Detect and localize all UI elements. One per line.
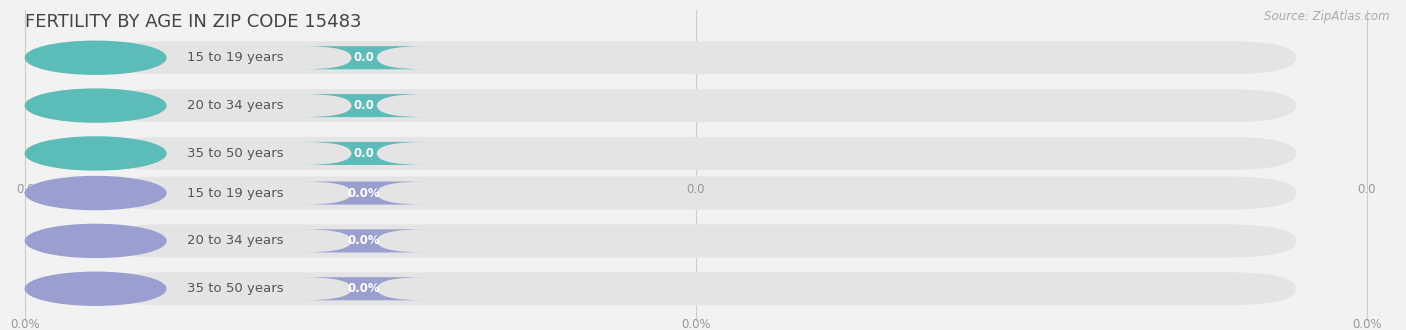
- Text: 0.0: 0.0: [354, 147, 374, 160]
- Text: 20 to 34 years: 20 to 34 years: [187, 234, 284, 248]
- Text: Source: ZipAtlas.com: Source: ZipAtlas.com: [1264, 10, 1389, 23]
- Text: FERTILITY BY AGE IN ZIP CODE 15483: FERTILITY BY AGE IN ZIP CODE 15483: [25, 13, 361, 31]
- Text: 15 to 19 years: 15 to 19 years: [187, 51, 284, 64]
- Text: 0.0: 0.0: [354, 51, 374, 64]
- Text: 0.0%: 0.0%: [347, 282, 381, 295]
- FancyBboxPatch shape: [302, 46, 426, 69]
- Circle shape: [25, 89, 166, 122]
- Circle shape: [25, 224, 166, 257]
- Circle shape: [25, 177, 166, 210]
- FancyBboxPatch shape: [96, 89, 1296, 122]
- Circle shape: [25, 41, 166, 74]
- FancyBboxPatch shape: [96, 41, 1296, 74]
- FancyBboxPatch shape: [96, 137, 1296, 170]
- Text: 0.0: 0.0: [686, 183, 706, 196]
- FancyBboxPatch shape: [302, 229, 426, 252]
- FancyBboxPatch shape: [302, 142, 426, 165]
- Circle shape: [25, 137, 166, 170]
- Text: 35 to 50 years: 35 to 50 years: [187, 147, 284, 160]
- Text: 0.0: 0.0: [354, 99, 374, 112]
- Text: 0.0%: 0.0%: [347, 186, 381, 200]
- Text: 0.0%: 0.0%: [681, 318, 711, 330]
- Text: 0.0: 0.0: [1357, 183, 1376, 196]
- Text: 0.0%: 0.0%: [10, 318, 41, 330]
- Text: 15 to 19 years: 15 to 19 years: [187, 186, 284, 200]
- Text: 0.0%: 0.0%: [347, 234, 381, 248]
- FancyBboxPatch shape: [96, 224, 1296, 257]
- Text: 35 to 50 years: 35 to 50 years: [187, 282, 284, 295]
- FancyBboxPatch shape: [302, 277, 426, 300]
- Text: 20 to 34 years: 20 to 34 years: [187, 99, 284, 112]
- Text: 0.0%: 0.0%: [1351, 318, 1382, 330]
- FancyBboxPatch shape: [302, 94, 426, 117]
- FancyBboxPatch shape: [96, 177, 1296, 210]
- FancyBboxPatch shape: [96, 272, 1296, 305]
- FancyBboxPatch shape: [302, 182, 426, 205]
- Text: 0.0: 0.0: [15, 183, 35, 196]
- Circle shape: [25, 272, 166, 305]
